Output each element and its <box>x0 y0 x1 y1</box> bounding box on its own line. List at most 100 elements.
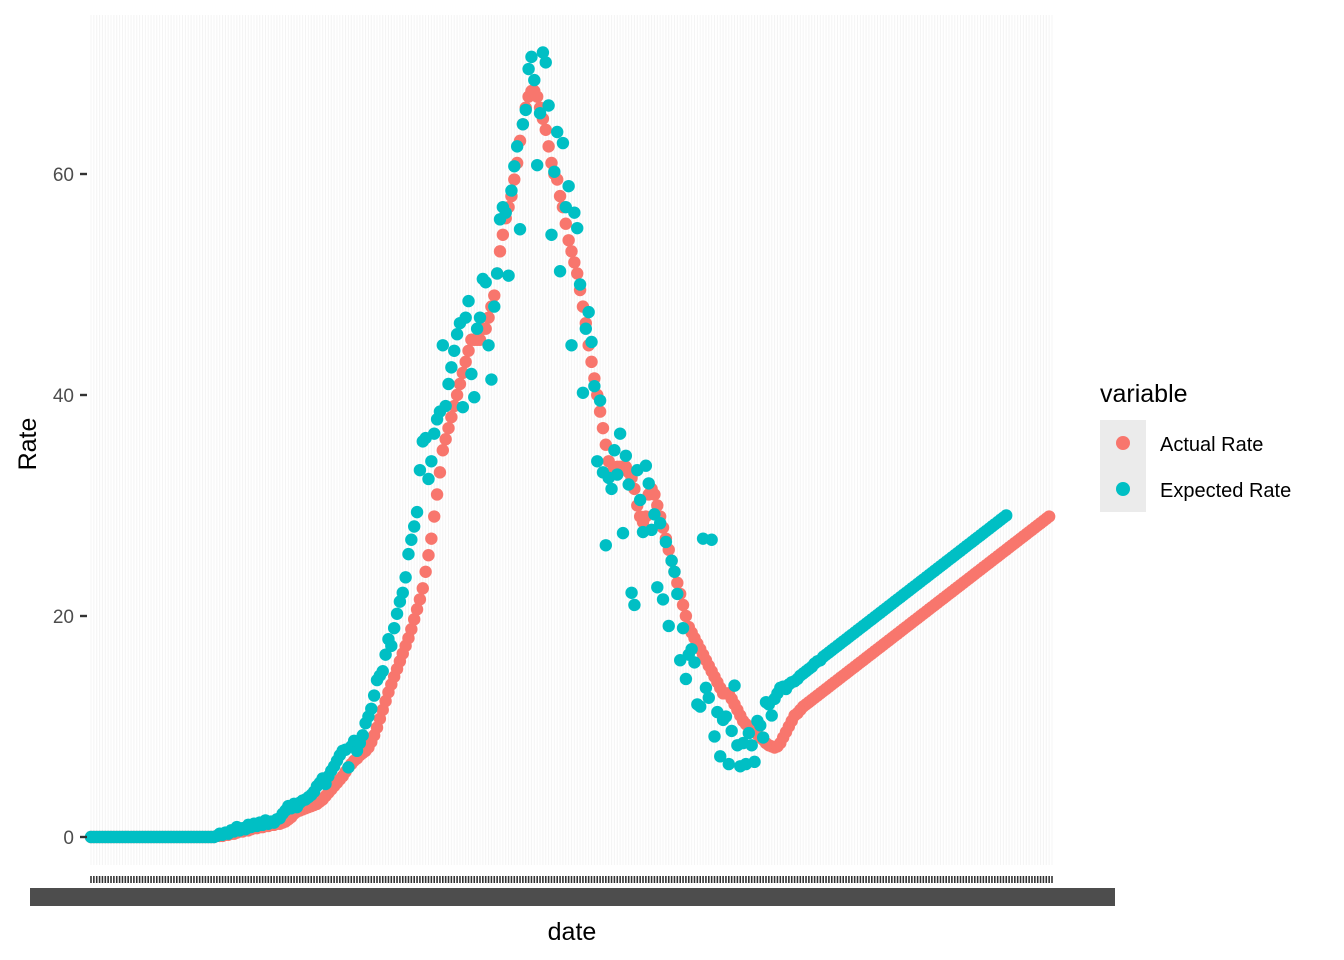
point-expected-rate <box>765 709 778 722</box>
point-actual-rate <box>450 388 464 402</box>
point-actual-rate <box>416 582 429 595</box>
y-axis: 0 20 40 60 <box>53 165 87 849</box>
point-expected-rate <box>705 533 718 546</box>
point-expected-rate <box>473 311 487 324</box>
point-expected-rate <box>611 468 624 481</box>
point-expected-rate <box>639 459 653 472</box>
point-expected-rate <box>633 493 647 507</box>
point-expected-rate <box>568 206 581 219</box>
point-actual-rate <box>482 311 495 324</box>
point-expected-rate <box>562 179 575 193</box>
point-expected-rate <box>550 125 564 139</box>
point-actual-rate <box>419 565 432 578</box>
point-actual-rate <box>559 217 572 230</box>
point-expected-rate <box>722 757 736 771</box>
point-expected-rate <box>422 472 435 486</box>
point-expected-rate <box>502 269 515 282</box>
point-expected-rate <box>425 455 438 468</box>
point-expected-rate <box>571 221 584 235</box>
point-expected-rate <box>671 587 684 601</box>
x-gridlines <box>90 15 1053 865</box>
point-expected-rate <box>356 729 369 742</box>
point-actual-rate <box>539 123 552 136</box>
point-expected-rate <box>462 294 475 308</box>
point-expected-rate <box>456 400 470 414</box>
legend-title: variable <box>1100 380 1188 408</box>
point-actual-rate <box>568 256 581 269</box>
point-expected-rate <box>485 373 498 386</box>
point-actual-rate <box>542 140 555 153</box>
point-expected-rate <box>659 535 673 549</box>
point-expected-rate <box>642 477 655 490</box>
point-actual-rate <box>459 355 472 369</box>
point-actual-rate <box>648 488 661 501</box>
legend-key-background <box>1100 420 1146 512</box>
point-expected-rate <box>745 739 758 752</box>
point-actual-rate <box>422 549 435 562</box>
point-expected-rate <box>599 539 613 552</box>
point-expected-rate <box>516 118 530 131</box>
legend-key-expected-rate <box>1116 482 1130 496</box>
point-expected-rate <box>622 478 635 491</box>
point-expected-rate <box>728 679 741 692</box>
point-expected-rate <box>513 223 527 236</box>
point-actual-rate <box>585 355 598 369</box>
point-expected-rate <box>442 377 455 391</box>
point-actual-rate <box>508 173 521 186</box>
point-expected-rate <box>530 158 544 172</box>
point-expected-rate <box>465 367 478 381</box>
point-expected-rate <box>376 665 389 678</box>
legend-label-expected-rate: Expected Rate <box>1160 480 1291 502</box>
point-expected-rate <box>653 516 667 530</box>
point-actual-rate <box>679 609 693 623</box>
point-expected-rate <box>593 394 607 407</box>
point-expected-rate <box>428 427 441 440</box>
point-expected-rate <box>685 642 698 656</box>
point-expected-rate <box>582 305 595 319</box>
point-expected-rate <box>407 520 421 533</box>
point-expected-rate <box>533 107 547 120</box>
point-expected-rate <box>656 593 670 606</box>
point-actual-rate <box>453 377 467 391</box>
point-expected-rate <box>719 710 733 723</box>
point-actual-rate <box>596 421 610 435</box>
point-actual-rate <box>1042 510 1056 523</box>
point-actual-rate <box>413 593 427 606</box>
point-actual-rate <box>676 598 690 612</box>
point-expected-rate <box>536 46 550 59</box>
point-expected-rate <box>648 508 661 521</box>
legend-label-actual-rate: Actual Rate <box>1160 434 1263 456</box>
point-actual-rate <box>436 444 449 457</box>
y-tick-label: 20 <box>53 607 74 628</box>
point-actual-rate <box>407 613 421 626</box>
point-expected-rate <box>625 586 638 599</box>
point-expected-rate <box>488 300 501 313</box>
point-expected-rate <box>679 672 693 686</box>
point-expected-rate <box>708 730 721 743</box>
point-expected-rate <box>545 228 558 241</box>
point-expected-rate <box>565 339 578 352</box>
point-expected-rate <box>379 648 392 661</box>
x-axis <box>30 876 1115 906</box>
series-expected-rate <box>84 46 1013 844</box>
point-expected-rate <box>522 62 535 76</box>
point-expected-rate <box>576 386 590 399</box>
point-expected-rate <box>688 656 701 669</box>
point-expected-rate <box>479 276 492 289</box>
point-expected-rate <box>385 639 398 653</box>
point-expected-rate <box>528 73 541 87</box>
point-expected-rate <box>676 621 690 635</box>
point-expected-rate <box>756 731 770 744</box>
point-expected-rate <box>539 56 552 69</box>
point-expected-rate <box>579 322 593 335</box>
point-actual-rate <box>530 90 544 103</box>
point-expected-rate <box>367 689 381 702</box>
point-actual-rate <box>553 189 567 203</box>
point-expected-rate <box>459 311 472 324</box>
point-expected-rate <box>448 344 461 357</box>
point-expected-rate <box>439 399 452 413</box>
point-expected-rate <box>542 99 555 112</box>
point-actual-rate <box>430 488 444 501</box>
point-expected-rate <box>405 533 418 546</box>
point-expected-rate <box>613 427 627 440</box>
